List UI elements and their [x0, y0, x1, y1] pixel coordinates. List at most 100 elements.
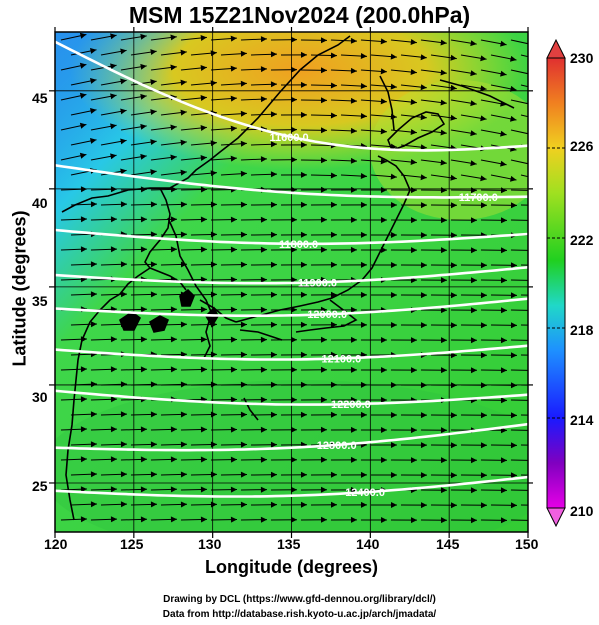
wind-vector-head	[291, 366, 297, 373]
wind-vector-head	[511, 502, 517, 509]
wind-vector-head	[140, 93, 147, 100]
wind-vector-head	[260, 246, 267, 253]
wind-vector-head	[481, 532, 487, 538]
wind-vector-head	[540, 177, 547, 183]
y-tick-35: 35	[32, 293, 48, 309]
wind-vector-head	[480, 85, 487, 92]
wind-vector-head	[291, 486, 297, 493]
wind-vector-head	[150, 79, 157, 85]
wind-vector-head	[110, 246, 117, 253]
wind-vector-head	[420, 114, 427, 121]
wind-vector-head	[170, 64, 177, 71]
wind-vector-head	[180, 79, 187, 86]
wind-vector-head	[471, 247, 477, 254]
wind-vector-head	[180, 411, 187, 418]
wind-vector-head	[180, 201, 187, 208]
wind-vector-head	[230, 246, 237, 253]
wind-vector-head	[381, 217, 387, 223]
wind-vector	[510, 429, 528, 431]
wind-vector-head	[411, 457, 417, 464]
wind-vector-head	[471, 217, 477, 224]
y-axis-label: Latitude (degrees)	[9, 210, 30, 367]
wind-vector-head	[421, 472, 427, 479]
wind-vector	[520, 474, 528, 476]
wind-vector-head	[301, 261, 307, 268]
wind-vector-head	[351, 456, 357, 463]
wind-vector-head	[140, 33, 147, 40]
wind-vector-head	[110, 33, 117, 40]
wind-vector-head	[331, 321, 337, 328]
wind-vector-head	[240, 411, 247, 418]
contour-11600	[55, 40, 528, 152]
wind-vector-head	[391, 472, 397, 478]
contour-label: 11700.0	[459, 192, 498, 204]
wind-vector-head	[481, 412, 487, 419]
wind-vector-head	[321, 186, 327, 193]
wind-vector-head	[170, 216, 177, 223]
wind-vector-head	[450, 54, 457, 61]
wind-vector-head	[450, 174, 457, 181]
wind-vector	[520, 264, 528, 266]
wind-vector-head	[79, 92, 87, 99]
wind-vector-head	[321, 157, 327, 164]
wind-vector-head	[410, 129, 417, 135]
wind-vector-head	[480, 55, 487, 62]
wind-vector-head	[291, 126, 297, 133]
wind-vector-head	[90, 108, 97, 114]
wind-vector-head	[481, 472, 487, 479]
wind-vector-head	[350, 157, 357, 164]
wind-vector-head	[321, 456, 327, 463]
wind-vector-head	[140, 366, 147, 373]
wind-vector-head	[410, 99, 417, 105]
wind-vector	[161, 534, 187, 535]
wind-vector-head	[470, 160, 477, 167]
wind-vector-head	[291, 456, 297, 463]
wind-vector-head	[140, 153, 147, 160]
wind-vector-head	[240, 50, 247, 57]
wind-vector-head	[291, 186, 297, 193]
wind-vector-head	[360, 53, 367, 59]
wind-vector-head	[200, 336, 207, 343]
wind-vector-head	[440, 159, 447, 166]
wind-vector-head	[90, 78, 97, 84]
wind-vector-head	[481, 442, 487, 449]
coastlines	[61, 35, 515, 521]
wind-vector-head	[180, 231, 187, 238]
wind-vector-head	[230, 35, 237, 42]
wind-vector-head	[411, 367, 417, 374]
wind-vector-head	[410, 69, 417, 75]
chart-title: MSM 15Z21Nov2024 (200.0hPa)	[128, 2, 471, 28]
wind-vector-head	[301, 321, 307, 328]
wind-vector-head	[501, 337, 507, 344]
wind-vector	[520, 54, 528, 58]
wind-vector	[510, 459, 528, 461]
wind-vector-head	[210, 170, 217, 177]
wind-vector-head	[451, 502, 457, 509]
wind-vector-head	[411, 217, 417, 224]
wind-vector-head	[200, 35, 207, 41]
wind-vector-head	[351, 306, 357, 313]
wind-vector-head	[381, 457, 387, 463]
wind-vector-head	[541, 532, 547, 538]
wind-vector-head	[291, 66, 297, 73]
wind-vector-head	[291, 396, 297, 403]
colorbar-tick-222: 222	[570, 232, 594, 248]
wind-vector-head	[351, 366, 357, 373]
wind-vector-head	[110, 486, 117, 493]
wind-vector-head	[271, 261, 277, 268]
wind-vector-head	[531, 217, 537, 223]
wind-vector-head	[381, 427, 387, 433]
wind-vector-head	[510, 175, 517, 182]
wind-vector-head	[501, 307, 507, 314]
wind-vector-head	[170, 246, 177, 253]
wind-vector	[510, 159, 528, 165]
wind-vector-head	[240, 351, 247, 358]
wind-vector-head	[180, 169, 187, 176]
wind-vector-head	[420, 144, 427, 151]
wind-vector-head	[301, 201, 307, 208]
wind-vector-head	[331, 471, 337, 478]
wind-vector-head	[291, 516, 297, 523]
wind-vector-head	[360, 113, 367, 119]
wind-vector-head	[180, 381, 187, 388]
